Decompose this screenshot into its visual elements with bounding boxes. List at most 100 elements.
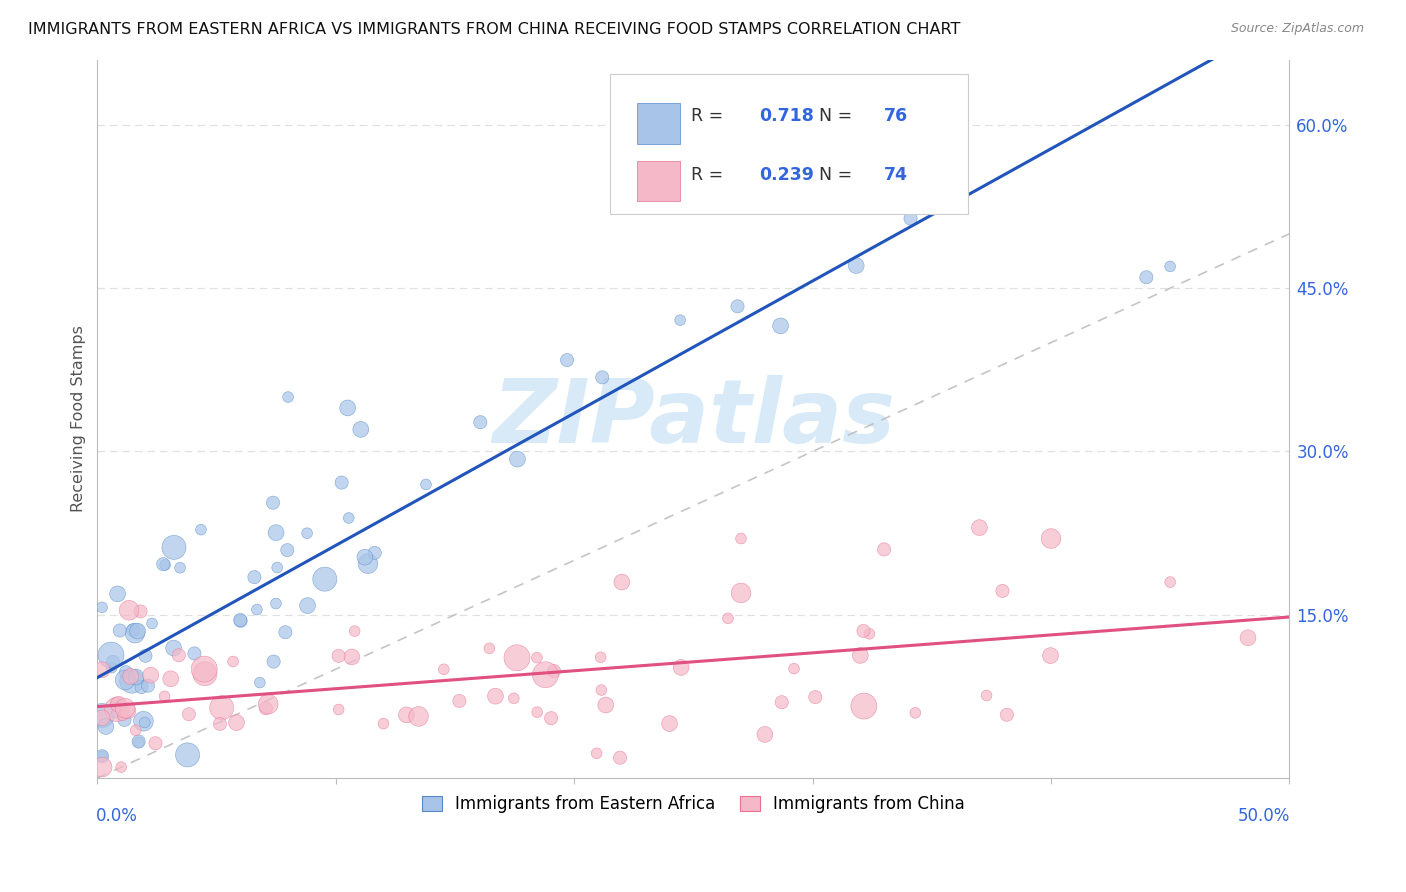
Point bbox=[263, 655, 285, 669]
Point bbox=[314, 572, 336, 586]
FancyBboxPatch shape bbox=[637, 103, 681, 144]
Text: IMMIGRANTS FROM EASTERN AFRICA VS IMMIGRANTS FROM CHINA RECEIVING FOOD STAMPS CO: IMMIGRANTS FROM EASTERN AFRICA VS IMMIGR… bbox=[28, 22, 960, 37]
Point bbox=[159, 672, 181, 686]
Point bbox=[246, 602, 269, 616]
Point bbox=[266, 560, 288, 574]
Point bbox=[328, 648, 350, 663]
Point bbox=[995, 707, 1018, 722]
Point bbox=[991, 584, 1014, 599]
Point bbox=[177, 707, 200, 722]
Point bbox=[277, 390, 299, 404]
Point bbox=[976, 689, 998, 703]
Point bbox=[433, 662, 456, 676]
Point bbox=[595, 698, 617, 712]
Point bbox=[609, 750, 631, 764]
Point bbox=[91, 600, 114, 615]
Point bbox=[783, 662, 806, 676]
Text: 74: 74 bbox=[884, 166, 908, 184]
Point bbox=[145, 736, 167, 750]
Point bbox=[754, 161, 776, 176]
FancyBboxPatch shape bbox=[637, 161, 681, 201]
Point bbox=[249, 675, 271, 690]
Point bbox=[114, 713, 136, 727]
Point bbox=[276, 543, 298, 558]
Point bbox=[152, 557, 174, 571]
Point bbox=[105, 702, 128, 716]
Point bbox=[770, 695, 793, 709]
Point bbox=[540, 711, 562, 725]
Point bbox=[229, 614, 252, 628]
Point bbox=[727, 299, 749, 313]
Point bbox=[591, 683, 613, 698]
Point bbox=[167, 648, 190, 663]
Point bbox=[297, 599, 319, 613]
Point bbox=[669, 313, 692, 327]
Point bbox=[328, 702, 350, 716]
Point bbox=[1237, 631, 1260, 645]
Point bbox=[190, 523, 212, 537]
Point bbox=[122, 624, 145, 638]
Point bbox=[534, 667, 557, 681]
Point bbox=[1159, 575, 1181, 590]
Point bbox=[502, 691, 524, 706]
Point bbox=[408, 709, 430, 723]
Point bbox=[121, 674, 143, 689]
Text: 76: 76 bbox=[884, 107, 908, 125]
Point bbox=[94, 719, 117, 733]
Point bbox=[526, 650, 548, 665]
Point bbox=[208, 717, 231, 731]
Point bbox=[153, 690, 176, 704]
Point bbox=[478, 641, 501, 656]
Point bbox=[128, 735, 150, 749]
Point bbox=[118, 603, 141, 617]
Point bbox=[449, 694, 471, 708]
Point bbox=[894, 169, 917, 184]
Point bbox=[114, 701, 136, 715]
Point bbox=[193, 662, 215, 676]
Point bbox=[730, 586, 752, 600]
Point bbox=[900, 211, 922, 226]
Point bbox=[108, 624, 131, 638]
Point bbox=[848, 161, 870, 176]
Point bbox=[350, 422, 373, 436]
Point bbox=[669, 660, 692, 674]
Point bbox=[222, 655, 245, 669]
Point bbox=[1135, 270, 1157, 285]
Point bbox=[804, 690, 827, 704]
Point bbox=[591, 370, 613, 384]
Point bbox=[852, 699, 875, 714]
Point bbox=[183, 647, 205, 661]
Point bbox=[225, 715, 247, 730]
Point bbox=[104, 696, 127, 710]
Point bbox=[336, 401, 359, 415]
Point bbox=[264, 597, 287, 611]
Point bbox=[100, 648, 122, 662]
Text: 0.718: 0.718 bbox=[759, 107, 814, 125]
Text: 50.0%: 50.0% bbox=[1239, 806, 1291, 825]
Point bbox=[849, 648, 872, 663]
Point bbox=[717, 611, 740, 625]
Point bbox=[357, 557, 380, 571]
Point bbox=[107, 587, 129, 601]
Point bbox=[120, 669, 142, 683]
Point bbox=[337, 511, 360, 525]
Point bbox=[243, 570, 266, 584]
Point bbox=[91, 749, 114, 764]
Point bbox=[274, 625, 297, 640]
Point bbox=[506, 452, 529, 467]
Point bbox=[373, 716, 395, 731]
Point bbox=[128, 734, 150, 748]
Point bbox=[730, 532, 752, 546]
Point bbox=[470, 415, 492, 429]
Point bbox=[91, 708, 114, 723]
Point bbox=[101, 655, 124, 669]
Point bbox=[264, 525, 287, 540]
Point bbox=[163, 541, 186, 555]
Point bbox=[658, 716, 681, 731]
Text: ZIPatlas: ZIPatlas bbox=[492, 376, 894, 462]
Point bbox=[134, 715, 156, 730]
Point bbox=[153, 558, 176, 572]
Point bbox=[229, 613, 252, 627]
Text: 0.239: 0.239 bbox=[759, 166, 814, 184]
Point bbox=[395, 707, 418, 722]
